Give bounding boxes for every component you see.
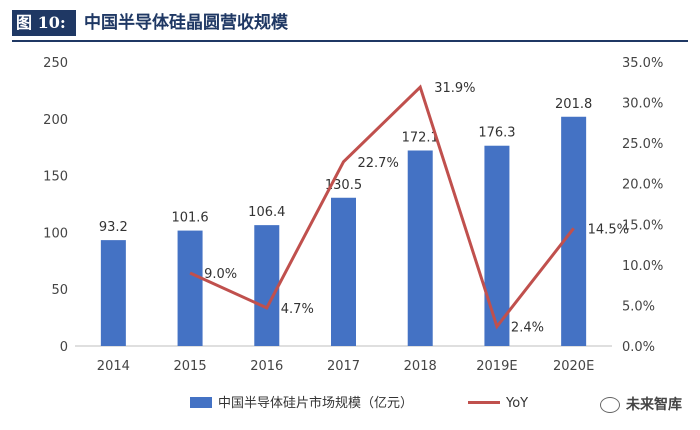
- left-tick-label: 200: [43, 113, 68, 128]
- legend-line-label: YoY: [505, 396, 528, 411]
- right-tick-label: 5.0%: [622, 299, 655, 314]
- bar-value-label: 176.3: [478, 126, 515, 141]
- left-tick-label: 100: [43, 226, 68, 241]
- figure-header: 图 10: 中国半导体硅晶圆营收规模: [0, 0, 700, 50]
- right-tick-label: 35.0%: [622, 56, 663, 71]
- x-tick-label: 2019E: [476, 359, 517, 374]
- x-tick-label: 2017: [327, 359, 360, 374]
- figure-title: 中国半导体硅晶圆营收规模: [84, 13, 288, 33]
- legend-bar-label: 中国半导体硅片市场规模（亿元）: [218, 395, 413, 411]
- bar: [561, 116, 587, 346]
- yoy-value-label: 2.4%: [511, 321, 544, 336]
- yoy-value-label: 9.0%: [204, 267, 237, 282]
- left-tick-label: 250: [43, 56, 68, 71]
- header-rule: [12, 40, 688, 42]
- yoy-value-label: 22.7%: [358, 156, 399, 171]
- bar: [331, 197, 356, 346]
- x-tick-label: 2016: [250, 359, 283, 374]
- yoy-value-label: 14.5%: [588, 222, 629, 237]
- left-tick-label: 150: [43, 170, 68, 185]
- bar: [484, 145, 510, 346]
- right-tick-label: 15.0%: [622, 218, 663, 233]
- x-tick-label: 2020E: [553, 359, 594, 374]
- x-tick-label: 2014: [97, 359, 130, 374]
- legend: 中国半导体硅片市场规模（亿元） YoY: [190, 395, 528, 411]
- legend-bar-swatch: [190, 397, 212, 408]
- bar: [177, 230, 203, 346]
- left-tick-label: 0: [60, 340, 68, 355]
- bar-value-label: 106.4: [248, 205, 285, 220]
- watermark-text: 未来智库: [626, 397, 682, 413]
- right-tick-label: 20.0%: [622, 178, 663, 193]
- bar: [254, 225, 280, 346]
- right-tick-label: 25.0%: [622, 137, 663, 152]
- right-axis: 0.0% 5.0% 10.0% 15.0% 20.0% 25.0% 30.0% 35.0%: [622, 56, 663, 355]
- figure-number: 图 10:: [12, 10, 76, 36]
- right-tick-label: 30.0%: [622, 97, 663, 112]
- right-tick-label: 0.0%: [622, 340, 655, 355]
- yoy-line: [189, 84, 575, 330]
- yoy-value-label: 31.9%: [434, 81, 475, 96]
- yoy-value-label: 4.7%: [281, 302, 314, 317]
- x-tick-label: 2018: [404, 359, 437, 374]
- watermark: 未来智库: [600, 394, 682, 414]
- x-tick-label: 2015: [174, 359, 207, 374]
- right-tick-label: 10.0%: [622, 259, 663, 274]
- wechat-icon: [600, 397, 620, 413]
- bar-series: [100, 116, 587, 346]
- bar-value-label: 172.1: [402, 130, 439, 145]
- bar-value-label: 201.8: [555, 97, 592, 112]
- left-axis: 0 50 100 150 200 250: [43, 56, 68, 355]
- left-tick-label: 50: [51, 283, 68, 298]
- bar-value-label: 101.6: [171, 211, 208, 226]
- line-labels: 9.0% 4.7% 22.7% 31.9% 2.4% 14.5%: [204, 81, 629, 335]
- bar-value-label: 93.2: [99, 220, 128, 235]
- x-axis: 2014 2015 2016 2017 2018 2019E 2020E: [97, 359, 594, 374]
- bar: [100, 240, 126, 346]
- bar: [407, 150, 433, 346]
